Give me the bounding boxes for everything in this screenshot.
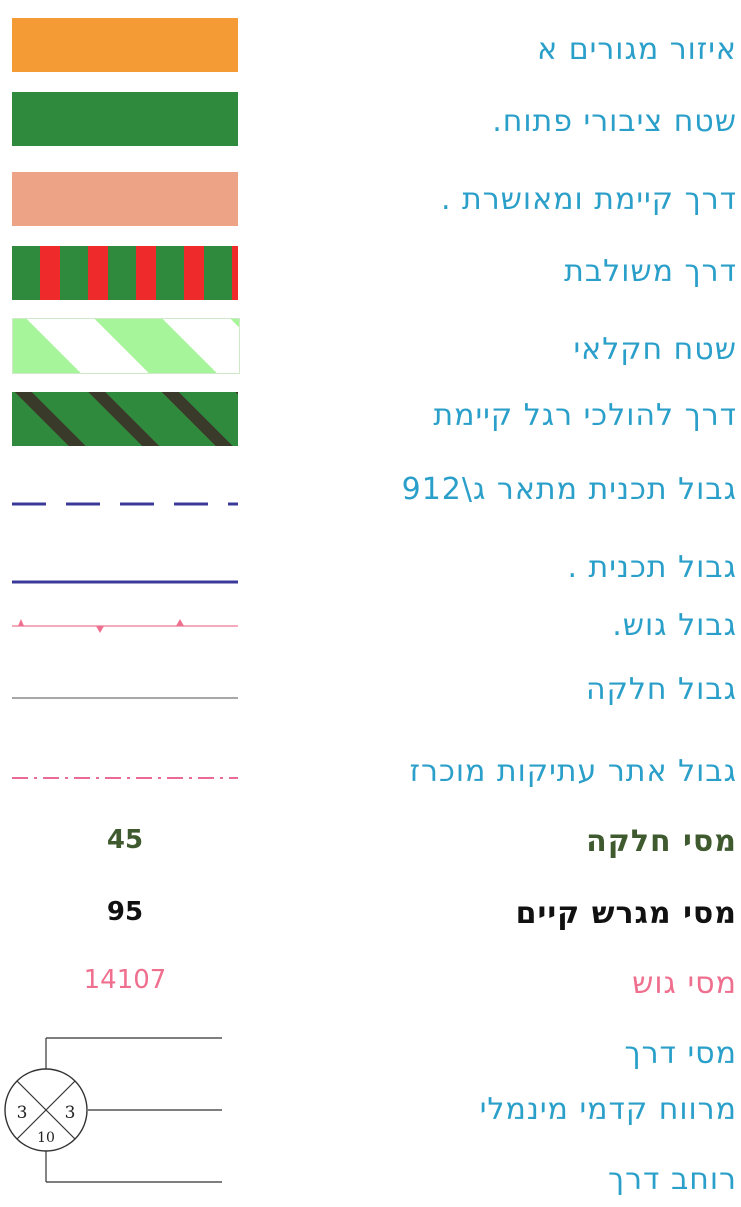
legend-label: גבול תכנית מתאר ג\912 [401, 472, 737, 507]
parcel-number-sample: 45 [106, 825, 144, 855]
legend-label: איזור מגורים א [537, 32, 737, 67]
legend-label: מסי גוש [632, 966, 737, 1001]
legend-label: מסי דרך [624, 1036, 737, 1071]
legend-label: גבול חלקה [585, 672, 737, 707]
legend-row-agricultural: שטח חקלאי [0, 318, 741, 374]
blue-solid-line-icon [12, 580, 238, 584]
legend-row-block-number: 14107 מסי גוש [0, 960, 741, 1004]
legend-row-road-number: מסי דרך [0, 1034, 741, 1078]
legend-row-parcel-boundary: גבול חלקה [0, 666, 741, 710]
legend-row-block-boundary: גבול גוש. [0, 606, 741, 646]
legend-row-parcel-number: 45 מסי חלקה [0, 820, 741, 864]
gray-line-icon [12, 697, 238, 699]
legend-label: דרך להולכי רגל קיימת [433, 398, 737, 433]
legend-label: דרך משולבת [564, 254, 737, 289]
legend-label: מרווח קדמי מינמלי [479, 1092, 737, 1127]
legend-row-existing-road: דרך קיימת ומאושרת . [0, 172, 741, 228]
legend-label: גבול תכנית . [567, 550, 737, 585]
pink-dash-dot-line-icon [12, 777, 238, 779]
legend-row-plan-boundary: גבול תכנית . [0, 548, 741, 588]
road-number-right: 3 [65, 1103, 76, 1123]
salmon-swatch [12, 172, 238, 226]
dark-diagonal-stripes-swatch [12, 392, 238, 446]
legend-label: שטח ציבורי פתוח. [492, 104, 737, 139]
legend-label: רוחב דרך [607, 1162, 737, 1197]
block-number-sample: 14107 [83, 965, 167, 995]
legend-row-open-public-space: שטח ציבורי פתוח. [0, 92, 741, 148]
legend-row-min-front-setback: מרווח קדמי מינמלי [0, 1090, 741, 1134]
legend-row-residential-a: איזור מגורים א [0, 18, 741, 74]
legend-label: גבול אתר עתיקות מוכרז [409, 754, 737, 789]
orange-swatch [12, 18, 238, 72]
legend-row-master-plan-boundary: גבול תכנית מתאר ג\912 [0, 466, 741, 516]
blue-dashed-line-icon [12, 502, 238, 506]
legend-label: שטח חקלאי [573, 332, 737, 367]
road-symbol-icon: 3 3 10 [4, 1037, 222, 1183]
green-red-stripes-swatch [12, 246, 238, 300]
light-green-stripes-swatch [12, 318, 240, 374]
lot-number-sample: 95 [106, 897, 144, 927]
dark-green-swatch [12, 92, 238, 146]
road-width-number: 10 [37, 1130, 55, 1146]
legend-row-road-width: רוחב דרך [0, 1160, 741, 1204]
legend-label: מסי חלקה [586, 824, 737, 859]
legend-row-antiquities-site-boundary: גבול אתר עתיקות מוכרז [0, 752, 741, 796]
legend-label: גבול גוש. [612, 608, 737, 643]
legend-label: דרך קיימת ומאושרת . [440, 182, 737, 217]
legend-row-existing-lot-number: 95 מסי מגרש קיים [0, 892, 741, 936]
legend-label: מסי מגרש קיים [515, 896, 737, 931]
legend-row-pedestrian-road: דרך להולכי רגל קיימת [0, 392, 741, 448]
pink-triangle-line-icon [12, 619, 238, 633]
legend-row-combined-road: דרך משולבת [0, 246, 741, 302]
road-number-left: 3 [17, 1103, 28, 1123]
